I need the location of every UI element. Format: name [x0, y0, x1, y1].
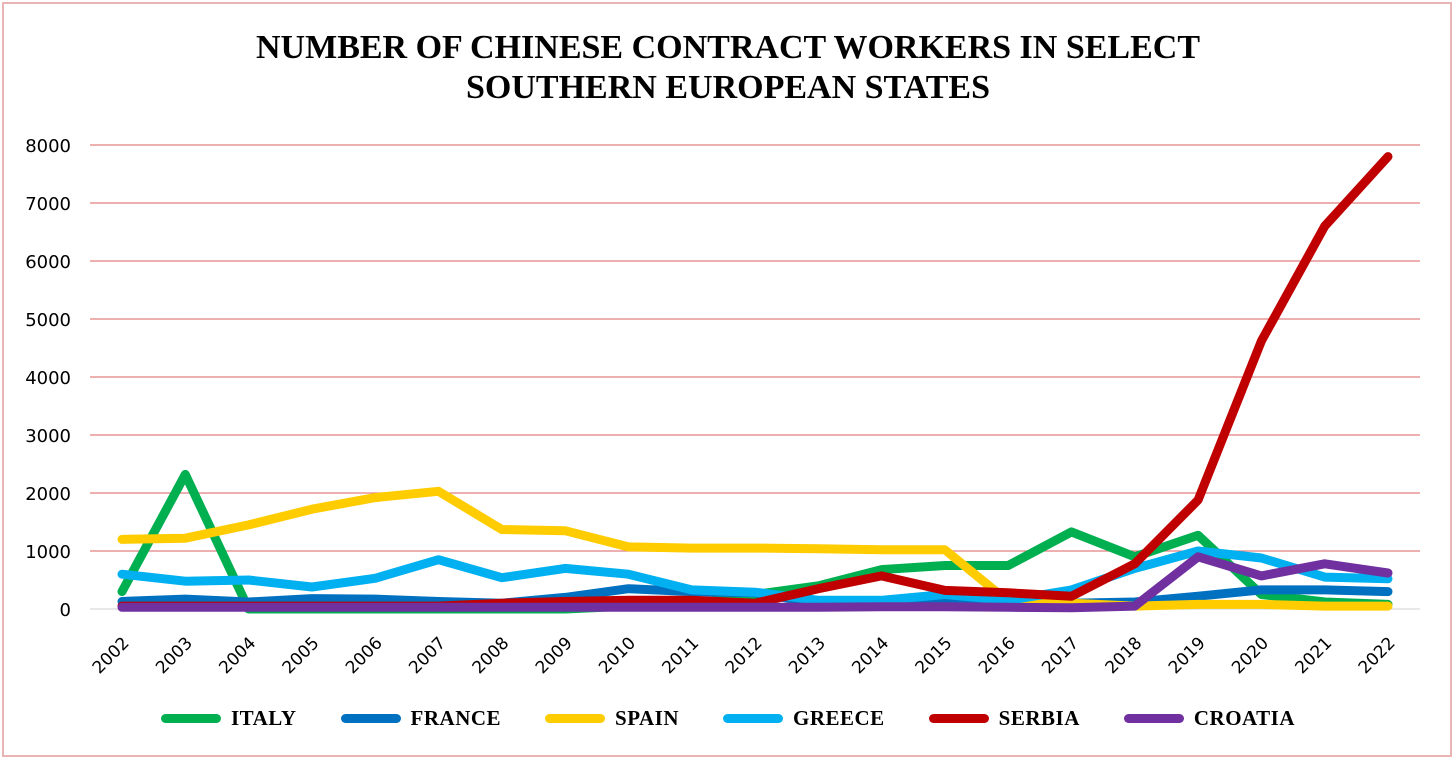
x-tick-label: 2022 — [1355, 633, 1400, 678]
x-tick-label: 2006 — [342, 633, 387, 678]
x-tick-label: 2011 — [659, 633, 704, 678]
y-tick-label: 1000 — [25, 542, 71, 563]
legend: ITALY FRANCE SPAIN GREECE SERBIA CROATIA — [0, 703, 1456, 733]
x-tick-label: 2015 — [912, 633, 957, 678]
legend-item-spain: SPAIN — [545, 706, 679, 731]
x-tick-label: 2016 — [975, 633, 1020, 678]
x-tick-label: 2013 — [785, 633, 830, 678]
x-tick-label: 2010 — [595, 633, 640, 678]
legend-item-france: FRANCE — [340, 705, 502, 731]
chart-title-line-2: SOUTHERN EUROPEAN STATES — [466, 69, 990, 106]
legend-label: GREECE — [792, 705, 885, 730]
x-tick-label: 2014 — [848, 633, 893, 678]
x-tick-label: 2019 — [1165, 633, 1210, 678]
chart-title-line-1: NUMBER OF CHINESE CONTRACT WORKERS IN SE… — [256, 29, 1200, 66]
y-tick-label: 5000 — [25, 310, 71, 331]
x-tick-label: 2009 — [532, 633, 577, 678]
gridlines — [90, 144, 1420, 610]
legend-item-serbia: SERBIA — [928, 705, 1080, 731]
x-tick-label: 2008 — [469, 633, 514, 678]
legend-item-croatia: CROATIA — [1123, 705, 1295, 731]
x-axis-tick-labels: 2002 2003 2004 2005 2006 2007 2008 2009 2010 2011… — [89, 633, 1400, 678]
series-line-greece — [117, 546, 1393, 605]
legend-swatch — [340, 713, 401, 723]
x-tick-label: 2002 — [89, 633, 134, 678]
x-tick-label: 2003 — [152, 633, 197, 678]
series-line-croatia — [117, 552, 1393, 613]
legend-item-greece: GREECE — [722, 705, 885, 731]
legend-label: FRANCE — [410, 705, 502, 730]
series-line-spain — [117, 486, 1393, 611]
x-tick-label: 2012 — [722, 633, 767, 678]
y-axis-tick-labels: 0 1000 2000 3000 4000 5000 6000 7000 8000 — [25, 136, 71, 621]
y-tick-label: 7000 — [25, 194, 71, 215]
legend-label: SPAIN — [615, 705, 679, 730]
y-tick-label: 8000 — [25, 136, 71, 157]
legend-label: ITALY — [231, 705, 297, 730]
y-tick-label: 4000 — [25, 368, 71, 389]
y-tick-label: 2000 — [25, 484, 71, 505]
x-tick-label: 2007 — [405, 633, 450, 678]
legend-swatch — [161, 713, 221, 723]
x-tick-label: 2017 — [1038, 633, 1083, 678]
series-lines — [117, 152, 1393, 614]
chart-title: NUMBER OF CHINESE CONTRACT WORKERS IN SE… — [0, 28, 1456, 108]
x-tick-label: 2018 — [1102, 633, 1147, 678]
y-tick-label: 6000 — [25, 252, 71, 273]
legend-label: CROATIA — [1193, 705, 1295, 730]
x-tick-label: 2004 — [215, 633, 260, 678]
x-tick-label: 2020 — [1228, 633, 1273, 678]
legend-item-italy: ITALY — [161, 706, 297, 731]
y-tick-label: 3000 — [25, 426, 71, 447]
legend-label: SERBIA — [998, 705, 1080, 730]
x-tick-label: 2021 — [1291, 633, 1336, 678]
legend-swatch — [545, 713, 606, 723]
legend-swatch — [928, 713, 989, 723]
legend-swatch — [1123, 713, 1184, 723]
x-tick-label: 2005 — [279, 633, 324, 678]
legend-swatch — [722, 713, 783, 723]
y-tick-label: 0 — [60, 600, 71, 621]
